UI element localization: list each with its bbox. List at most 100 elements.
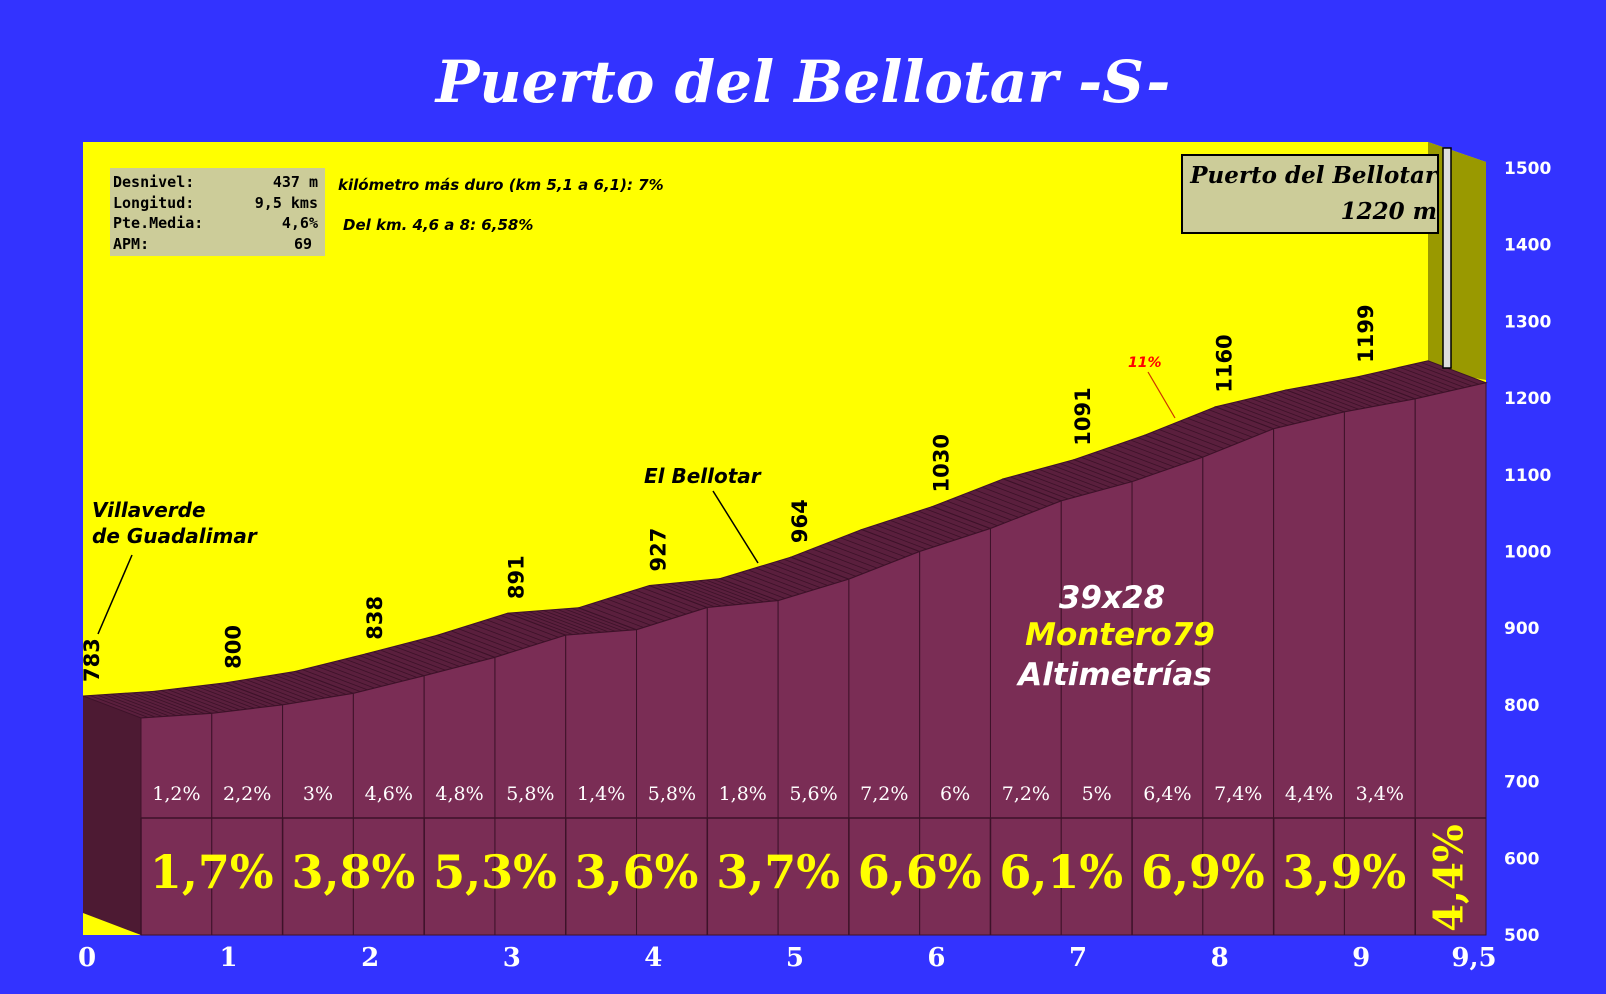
profile-top-hatch xyxy=(974,489,1034,513)
profile-top-hatch xyxy=(273,674,333,698)
profile-top-hatch xyxy=(528,611,588,634)
profile-face-segment xyxy=(211,704,284,936)
summit-altitude: 1220 m xyxy=(1341,198,1437,225)
km-gradient-label: 6,1% xyxy=(999,845,1123,899)
profile-top-hatch xyxy=(415,640,474,664)
profile-top-hatch xyxy=(1116,444,1175,468)
half-km-gradient-label: 7,2% xyxy=(1002,783,1050,805)
half-km-gradient-label: 7,4% xyxy=(1214,783,1262,805)
profile-top-hatch xyxy=(1059,463,1119,486)
x-tick-label: 2 xyxy=(361,943,379,973)
profile-top-hatch xyxy=(181,687,241,711)
profile-top-hatch xyxy=(281,673,340,697)
stat-label-desnivel: Desnivel: xyxy=(113,173,194,191)
profile-top-hatch xyxy=(627,591,687,615)
stat-label-pendiente: Pte.Media: xyxy=(113,214,203,232)
altitude-label: 1199 xyxy=(1354,304,1378,362)
profile-top-hatch xyxy=(337,660,396,684)
profile-top-hatch xyxy=(635,589,694,613)
profile-top-hatch xyxy=(450,630,510,654)
profile-top-hatch xyxy=(1123,442,1182,465)
profile-top-hatch xyxy=(479,621,538,645)
profile-top-hatch xyxy=(288,672,347,695)
profile-top-hatch xyxy=(1158,429,1218,452)
profile-top-hatch xyxy=(684,581,743,605)
profile-top-hatch xyxy=(500,614,559,638)
profile-top-hatch xyxy=(748,569,807,593)
profile-top-hatch xyxy=(1180,420,1239,444)
profile-top-hatch xyxy=(1187,417,1246,441)
profile-top-hatch xyxy=(599,600,658,624)
profile-top-hatch xyxy=(847,534,906,558)
profile-top-hatch xyxy=(1173,423,1232,447)
profile-top-hatch xyxy=(394,646,453,669)
profile-top-hatch xyxy=(514,612,573,635)
profile-top-hatch xyxy=(705,579,765,603)
profile-top-hatch xyxy=(1314,384,1373,408)
km-gradient-label: 3,6% xyxy=(575,845,699,899)
profile-top-hatch xyxy=(1342,379,1402,402)
stat-label-apm: APM: xyxy=(113,235,149,253)
km-gradient-label: 5,3% xyxy=(433,845,557,899)
profile-top-hatch xyxy=(1052,465,1111,488)
profile-top-hatch xyxy=(996,481,1055,505)
profile-top-hatch xyxy=(111,693,170,717)
profile-top-hatch xyxy=(1165,426,1225,450)
profile-top-hatch xyxy=(139,691,198,715)
x-tick-label: 8 xyxy=(1211,943,1229,973)
profile-top-hatch xyxy=(443,632,503,656)
profile-top-hatch xyxy=(1406,365,1465,388)
profile-top-hatch xyxy=(1272,392,1331,416)
half-km-gradient-label: 6,4% xyxy=(1143,783,1191,805)
profile-face-segment xyxy=(1414,382,1487,936)
profile-top-hatch xyxy=(217,683,276,707)
note-hardest-km: kilómetro más duro (km 5,1 a 6,1): 7% xyxy=(338,176,664,194)
altitude-label: 783 xyxy=(80,638,104,682)
half-km-gradient-label: 5,6% xyxy=(789,783,837,805)
km-gradient-label: 3,8% xyxy=(291,845,415,899)
half-km-gradient-label: 1,8% xyxy=(719,783,767,805)
profile-top-hatch xyxy=(1293,388,1352,411)
y-tick-label: 900 xyxy=(1504,619,1540,639)
profile-top-hatch xyxy=(981,486,1041,510)
altitude-label: 800 xyxy=(222,625,246,669)
profile-top-hatch xyxy=(698,580,758,604)
profile-top-hatch xyxy=(712,578,772,602)
profile-top-hatch xyxy=(868,526,927,550)
y-tick-label: 1200 xyxy=(1504,389,1551,409)
half-km-gradient-label: 1,2% xyxy=(152,783,200,805)
y-tick-label: 1100 xyxy=(1504,466,1551,486)
profile-top-hatch xyxy=(542,610,602,633)
profile-top-hatch xyxy=(557,608,616,632)
profile-top-hatch xyxy=(840,537,899,561)
profile-top-hatch xyxy=(521,611,581,635)
summit-name: Puerto del Bellotar xyxy=(1189,162,1439,189)
profile-top-hatch xyxy=(826,542,885,566)
profile-top-hatch xyxy=(189,686,248,710)
profile-top-hatch xyxy=(889,519,949,543)
half-km-gradient-label: 5,8% xyxy=(506,783,554,805)
steep-label: 11% xyxy=(1128,355,1162,371)
half-km-gradient-label: 3,4% xyxy=(1356,783,1404,805)
profile-top-hatch xyxy=(1010,476,1069,500)
profile-top-hatch xyxy=(174,688,234,712)
half-km-gradient-label: 4,4% xyxy=(1285,783,1333,805)
profile-top-hatch xyxy=(302,669,361,693)
x-tick-label: 5 xyxy=(786,943,804,973)
profile-top-hatch xyxy=(465,626,524,649)
profile-top-hatch xyxy=(486,619,545,643)
profile-top-hatch xyxy=(125,692,184,716)
profile-top-hatch xyxy=(1095,451,1154,475)
profile-top-hatch xyxy=(783,558,842,582)
profile-top-hatch xyxy=(854,531,913,555)
km-gradient-label: 4,4% xyxy=(1426,824,1473,932)
profile-top-hatch xyxy=(1066,461,1126,484)
profile-top-hatch xyxy=(1109,447,1168,470)
profile-top-hatch xyxy=(988,484,1048,507)
x-tick-label: 4 xyxy=(644,943,662,973)
profile-top-hatch xyxy=(132,692,191,716)
profile-top-hatch xyxy=(535,610,595,634)
profile-top-hatch xyxy=(408,642,467,666)
credit-line2: Montero79 xyxy=(1025,617,1215,653)
